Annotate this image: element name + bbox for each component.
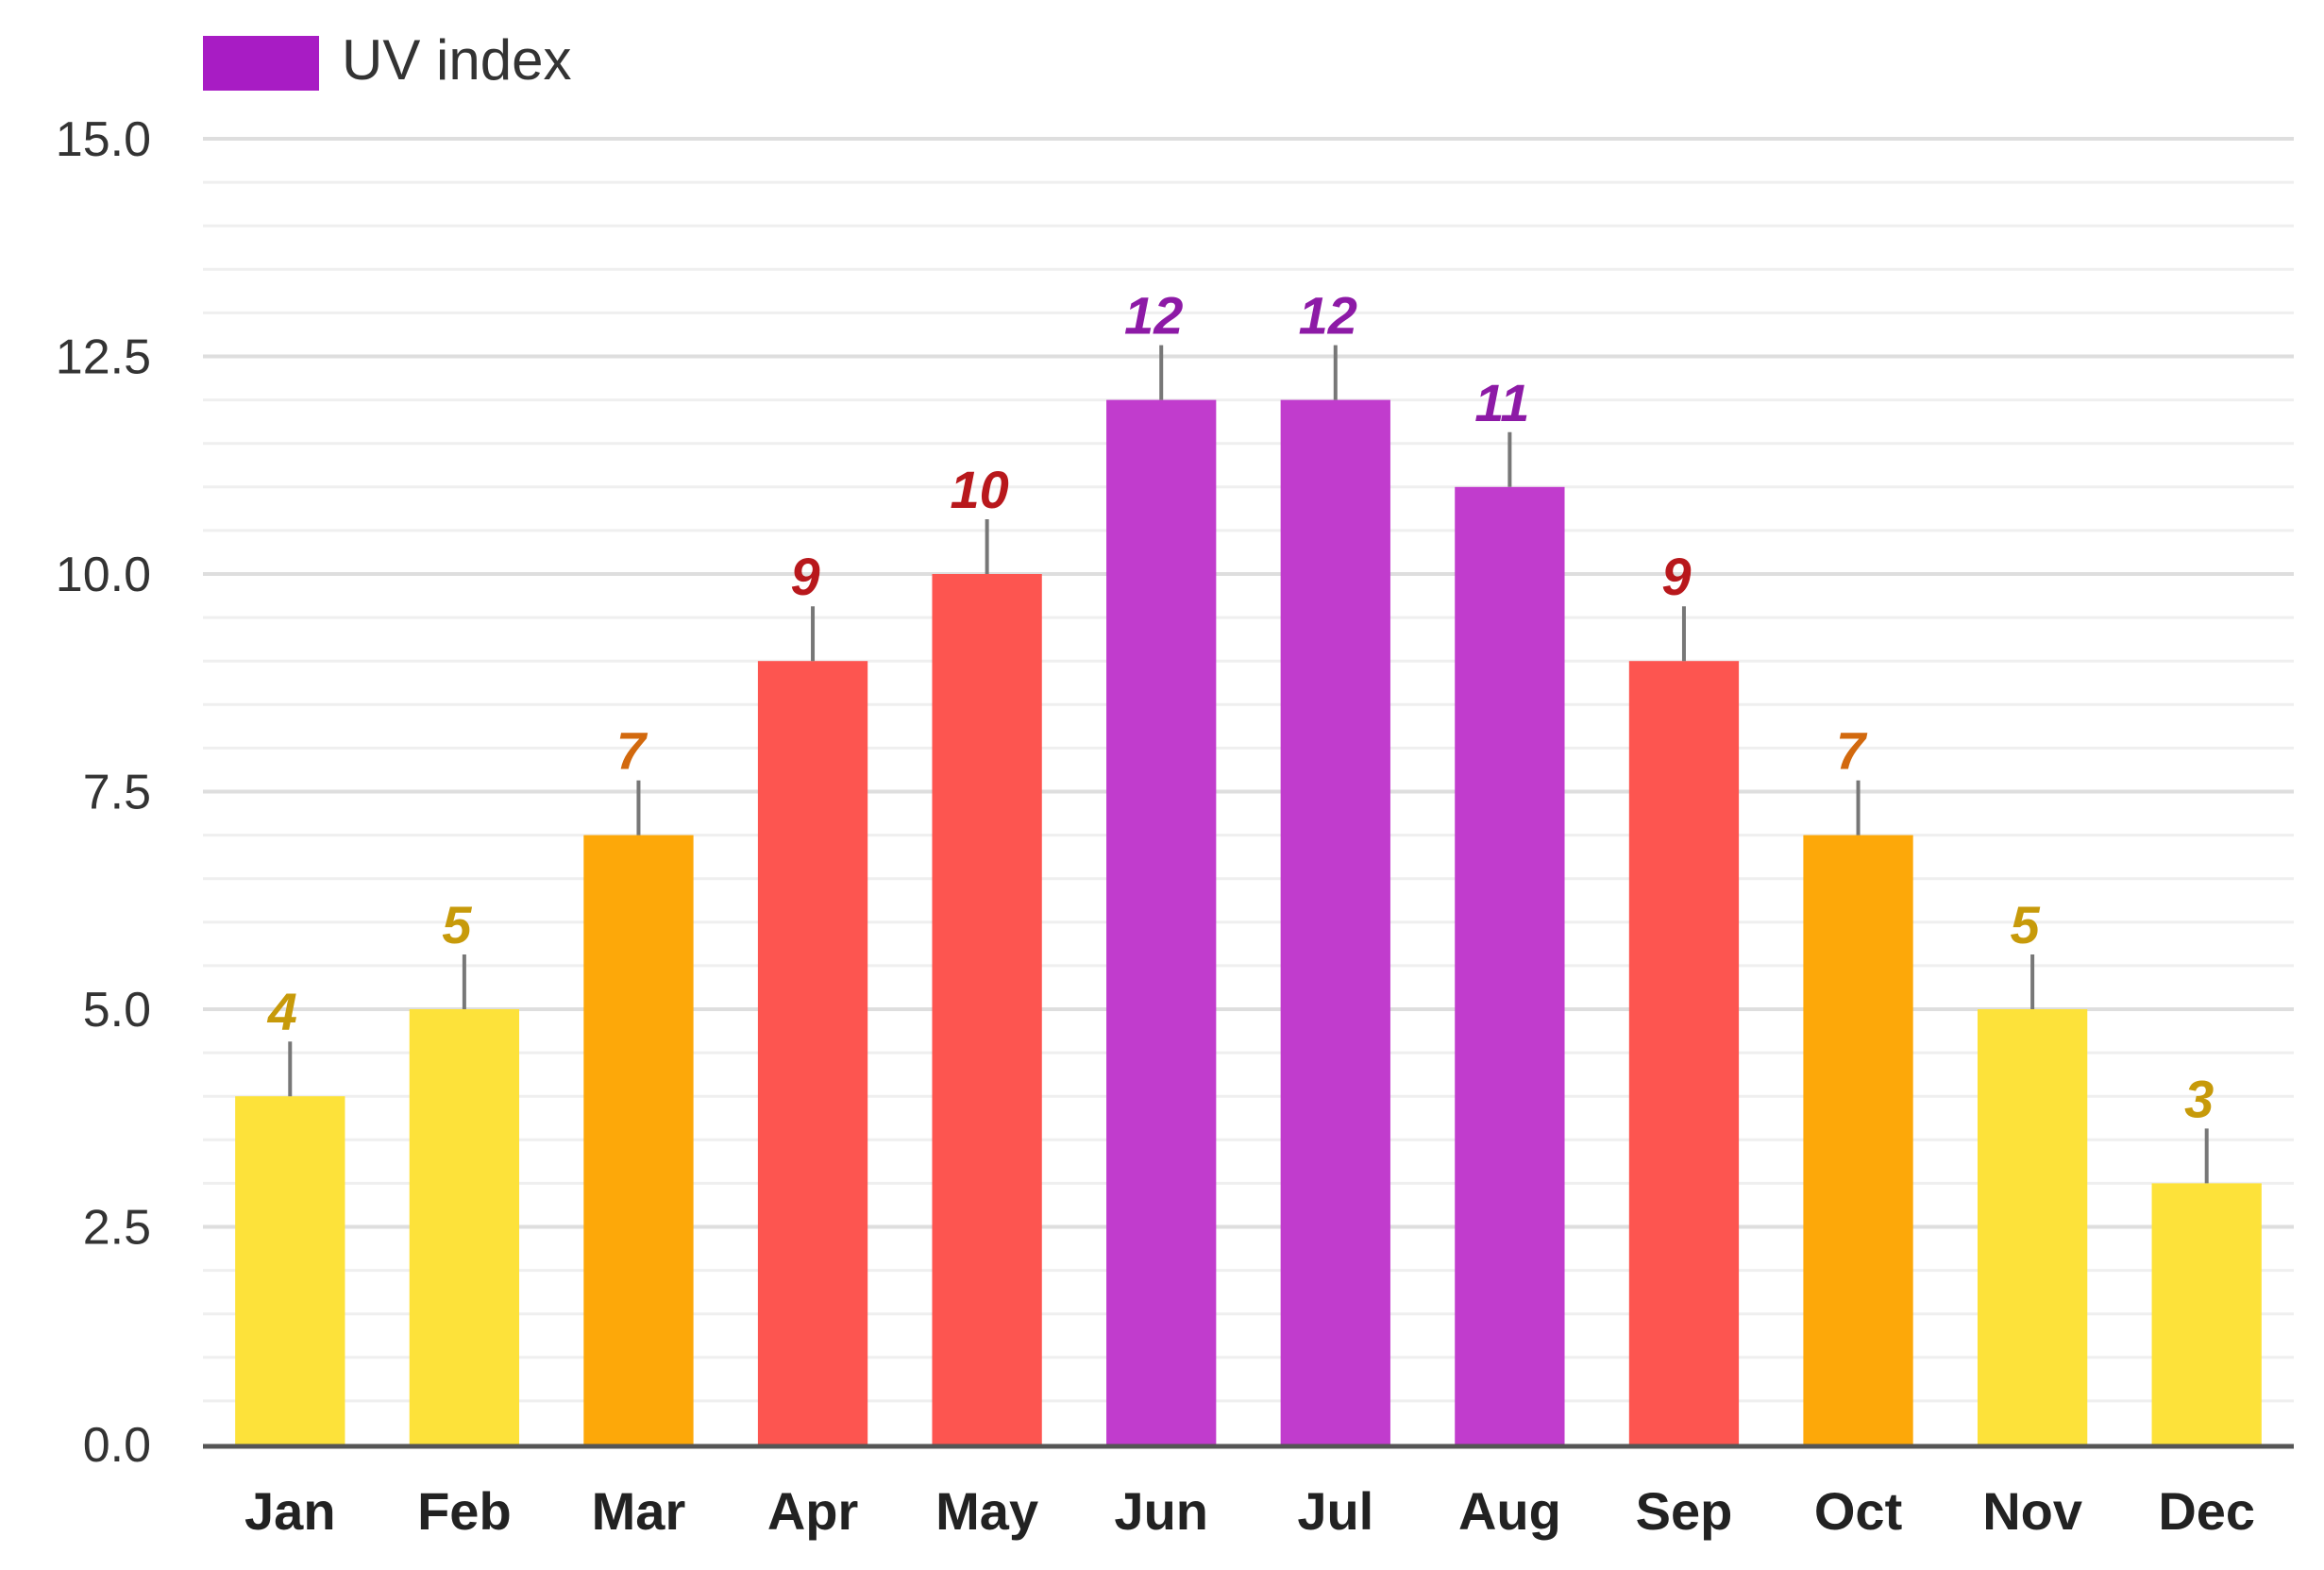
bar xyxy=(583,835,694,1444)
legend-label: UV index xyxy=(342,28,571,92)
x-tick-label: Jun xyxy=(1114,1481,1208,1541)
value-label: 7 xyxy=(616,721,648,781)
x-tick-label: Dec xyxy=(2158,1481,2255,1541)
x-tick-label: Mar xyxy=(592,1481,686,1541)
grid-lines xyxy=(203,137,2294,1403)
bar xyxy=(409,1009,520,1444)
value-label-stems xyxy=(288,345,2209,1184)
x-tick-label: Jan xyxy=(244,1481,336,1541)
bar xyxy=(757,661,868,1444)
value-label: 12 xyxy=(1124,286,1183,346)
x-tick-label: Jul xyxy=(1297,1481,1373,1541)
bar xyxy=(2151,1183,2262,1444)
bar xyxy=(1628,661,1740,1444)
x-tick-label: Sep xyxy=(1636,1481,1733,1541)
value-label: 11 xyxy=(1474,373,1529,432)
value-labels: 4 5 7 9 10 12 12 11 9 7 5 3 xyxy=(267,286,2215,1129)
y-tick-label: 15.0 xyxy=(56,112,151,167)
bars xyxy=(235,399,2262,1445)
value-label: 9 xyxy=(790,547,819,606)
bar xyxy=(1106,399,1217,1445)
bar xyxy=(235,1096,345,1444)
bar xyxy=(932,574,1042,1444)
y-tick-label: 5.0 xyxy=(83,983,151,1038)
value-label: 10 xyxy=(950,460,1008,519)
legend: UV index xyxy=(203,28,571,92)
x-tick-label: Feb xyxy=(417,1481,512,1541)
bar xyxy=(1280,399,1390,1445)
y-axis-ticks: 0.0 2.5 5.0 7.5 10.0 12.5 15.0 xyxy=(56,112,151,1473)
x-tick-label: Nov xyxy=(1982,1481,2082,1541)
y-tick-label: 12.5 xyxy=(56,330,151,385)
x-tick-label: Apr xyxy=(767,1481,858,1541)
y-tick-label: 7.5 xyxy=(83,766,151,820)
value-label: 12 xyxy=(1299,286,1357,346)
value-label: 3 xyxy=(2184,1069,2214,1128)
value-label: 4 xyxy=(267,982,297,1041)
y-tick-label: 0.0 xyxy=(83,1418,151,1473)
legend-swatch xyxy=(203,36,319,91)
x-tick-label: Oct xyxy=(1814,1481,1902,1541)
value-label: 9 xyxy=(1661,547,1691,606)
y-tick-label: 10.0 xyxy=(56,548,151,602)
bar xyxy=(1455,486,1565,1444)
x-tick-label: Aug xyxy=(1458,1481,1561,1541)
bar xyxy=(1803,835,1913,1444)
x-axis-labels: Jan Feb Mar Apr May Jun Jul Aug Sep Oct Nov Dec xyxy=(244,1481,2255,1541)
x-tick-label: May xyxy=(935,1481,1038,1541)
y-tick-label: 2.5 xyxy=(83,1201,151,1256)
bar xyxy=(1977,1009,2088,1444)
value-label: 7 xyxy=(1836,721,1868,781)
value-label: 5 xyxy=(442,895,472,954)
value-label: 5 xyxy=(2011,895,2041,954)
